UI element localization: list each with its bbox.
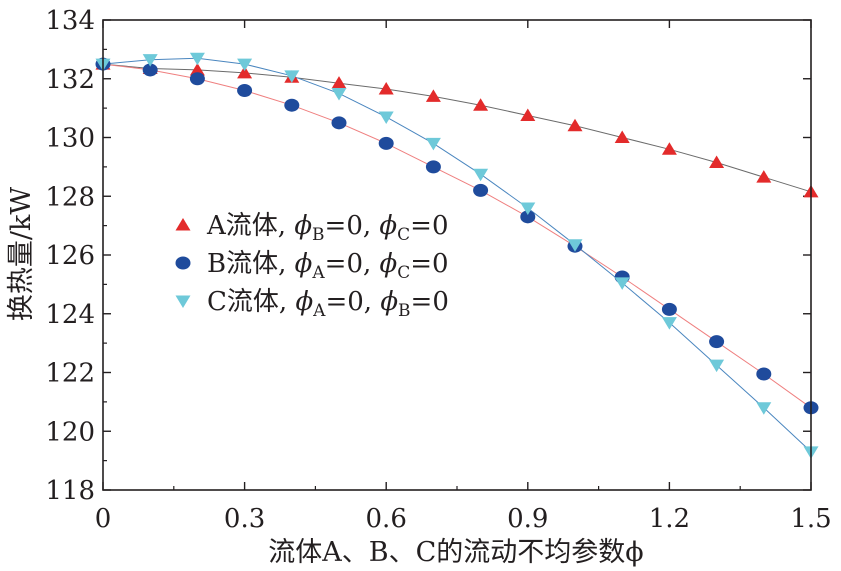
legend-text-part: ϕ: [294, 211, 312, 241]
y-tick-label: 124: [45, 300, 95, 330]
legend-marker-1: [175, 256, 191, 270]
legend-text-part: A流体,: [206, 211, 294, 241]
legend-text-part: =0: [410, 249, 448, 279]
series-lines: [102, 57, 812, 453]
y-tick-label: 120: [45, 417, 95, 447]
legend-text-part: ϕ: [380, 287, 398, 317]
data-point-1: [756, 367, 772, 381]
data-point-2: [614, 277, 630, 290]
tick-labels: 118 120 122 124 126 128 130 132 134 0 0.3 0.6 0.9 1.2…: [45, 6, 831, 534]
data-point-2: [142, 54, 158, 67]
data-point-2: [284, 70, 300, 83]
legend-label-1: B流体, ϕA=0, ϕC=0: [207, 249, 449, 283]
data-point-0: [189, 62, 205, 76]
legend-text-part: B: [398, 301, 411, 321]
data-point-0: [567, 118, 583, 132]
data-point-1: [378, 136, 394, 150]
data-point-1: [237, 84, 253, 97]
series-markers: [95, 52, 819, 459]
legend-text-part: =0,: [325, 211, 380, 241]
legend-marker-2: [175, 295, 191, 308]
x-tick-label: 0: [95, 504, 112, 534]
data-point-2: [661, 317, 677, 330]
plot-frame: [102, 19, 812, 491]
data-point-2: [378, 111, 394, 124]
data-point-1: [189, 72, 205, 86]
legend-text-part: B流体,: [207, 249, 295, 279]
x-tick-label: 1.2: [649, 504, 690, 534]
legend-label-0: A流体, ϕB=0, ϕC=0: [206, 211, 448, 245]
legend-label-2: C流体, ϕA=0, ϕB=0: [207, 287, 449, 321]
y-tick-label: 122: [45, 359, 95, 389]
legend-text-part: C: [397, 225, 410, 245]
y-tick-label: 128: [45, 182, 95, 212]
legend-text-part: A: [312, 301, 326, 321]
data-point-1: [520, 210, 536, 224]
data-point-2: [425, 137, 441, 151]
data-point-2: [331, 87, 347, 101]
legend-text-part: A: [311, 263, 325, 283]
data-point-0: [520, 108, 536, 121]
legend-text-part: ϕ: [380, 249, 398, 279]
legend-text-part: ϕ: [295, 249, 313, 279]
data-point-2: [709, 359, 725, 373]
y-tick-label: 132: [45, 65, 95, 95]
data-point-2: [189, 52, 205, 66]
data-point-2: [567, 239, 583, 252]
data-point-0: [237, 65, 253, 79]
data-point-0: [661, 142, 677, 155]
data-point-2: [756, 402, 772, 415]
legend-text-part: C: [397, 263, 410, 283]
series-line-0: [102, 63, 812, 193]
data-point-2: [520, 202, 536, 215]
y-tick-label: 126: [45, 241, 95, 271]
data-point-0: [425, 89, 441, 102]
series-line-2: [102, 57, 812, 453]
series-line-1: [102, 63, 812, 409]
legend-text-part: =0,: [325, 287, 380, 317]
x-tick-label: 1.5: [790, 504, 831, 534]
data-point-1: [473, 183, 489, 197]
data-point-0: [473, 98, 489, 111]
legend-text-part: =0: [410, 211, 448, 241]
legend-text-part: ϕ: [295, 287, 313, 317]
y-tick-label: 134: [45, 6, 95, 36]
legend-text-part: =0: [411, 287, 449, 317]
data-point-0: [756, 170, 772, 183]
data-point-0: [331, 76, 347, 89]
legend-text-part: C流体,: [207, 287, 295, 317]
data-point-1: [709, 335, 725, 349]
data-point-1: [284, 98, 300, 112]
data-point-1: [142, 63, 158, 77]
x-tick-label: 0.6: [366, 504, 407, 534]
data-point-1: [331, 116, 347, 130]
legend-text-part: B: [312, 225, 325, 245]
x-tick-label: 0.3: [224, 504, 265, 534]
x-tick-label: 0.9: [507, 504, 548, 534]
legend-text-part: =0,: [325, 249, 380, 279]
x-axis-title: 流体A、B、C的流动不均参数ϕ: [268, 537, 643, 568]
legend-marker-0: [175, 218, 191, 231]
data-point-2: [237, 58, 253, 72]
data-point-2: [473, 168, 489, 182]
y-tick-label: 118: [45, 476, 95, 506]
data-point-0: [614, 130, 630, 143]
data-point-1: [661, 302, 677, 316]
legend-text-part: ϕ: [379, 211, 397, 241]
data-point-0: [378, 82, 394, 95]
y-axis-title: 换热量/kW: [6, 187, 37, 321]
data-point-1: [425, 160, 441, 174]
data-point-0: [709, 155, 725, 168]
y-tick-label: 130: [45, 124, 95, 154]
